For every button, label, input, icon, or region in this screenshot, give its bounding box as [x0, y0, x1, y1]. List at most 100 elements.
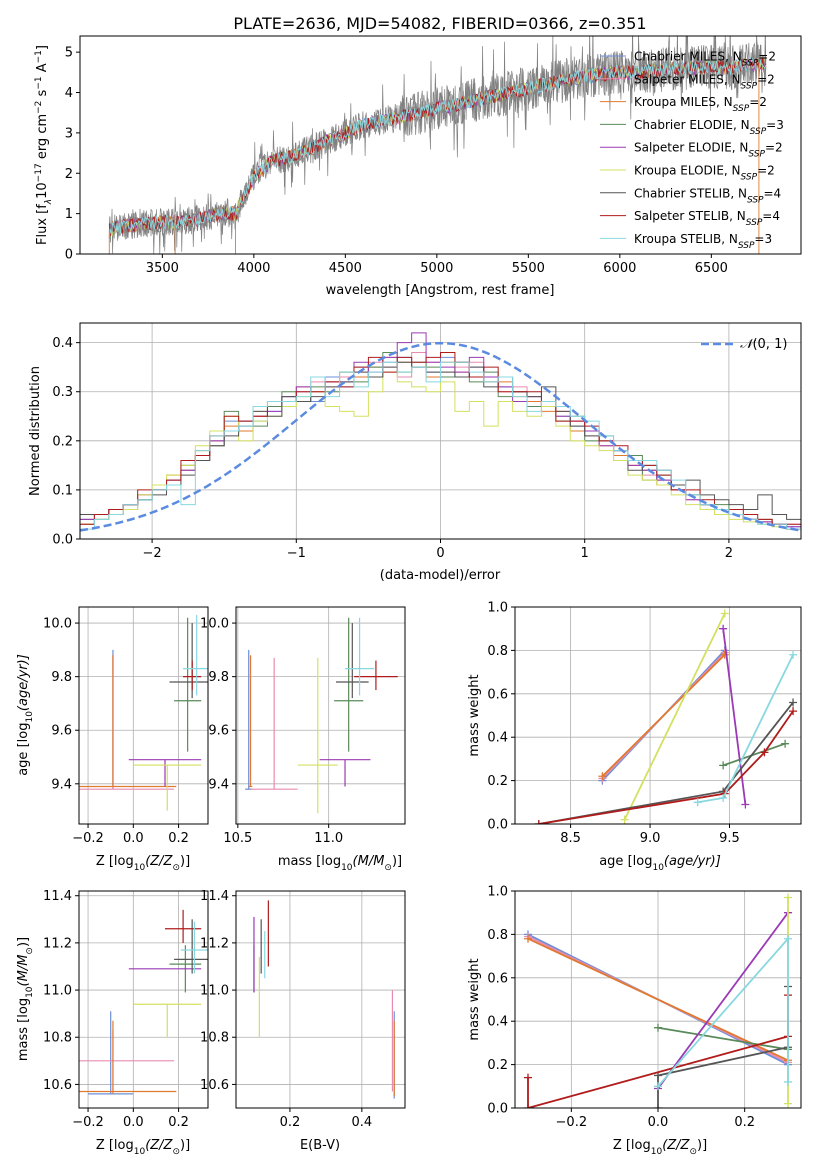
- y-tick-label: 0.8: [487, 928, 508, 943]
- x-axis-label-part: )]: [180, 1138, 190, 1153]
- y-tick-label: 10.6: [43, 1078, 72, 1093]
- x-axis-label-part: mass [log: [278, 854, 341, 869]
- plot-area: [524, 893, 792, 1108]
- weight-marker-kroupa_stelib: [789, 650, 798, 659]
- legend-label-salpeter_elodie-part: Salpeter ELODIE, N: [634, 141, 748, 155]
- axes-frame: [235, 606, 406, 825]
- x-axis-label: E(B-V): [300, 1138, 340, 1153]
- plot-area: [534, 609, 798, 824]
- x-tick-label: 6000: [603, 261, 636, 276]
- x-tick-label: 1: [581, 546, 589, 561]
- x-tick-label: 0: [436, 546, 444, 561]
- y-tick-label: 3: [65, 126, 73, 141]
- weight-marker-chabrier_elodie: [654, 1023, 662, 1032]
- y-tick-label: 0.4: [52, 336, 73, 351]
- x-axis-label-part: )]: [392, 854, 402, 869]
- y-axis-label-part: )]: [16, 937, 31, 947]
- y-tick-label: 0.0: [487, 818, 508, 833]
- spectrum-salpeter_stelib: [108, 57, 767, 236]
- legend-label-kroupa_elodie-part: SSP: [741, 173, 758, 183]
- x-axis-label-part: Z [log: [96, 1138, 134, 1153]
- legend-label-salpeter_miles: Salpeter MILES, NSSP=2: [634, 72, 775, 91]
- normal-curve: [80, 341, 801, 532]
- x-tick-label: 5000: [420, 261, 453, 276]
- y-tick-label: 9.4: [51, 777, 72, 792]
- x-tick-label: 0.2: [168, 831, 189, 846]
- weight-line-salpeter_stelib: [538, 710, 794, 824]
- panel-age_vs_mass: 10.5 11.0 9.4 9.6 9.8 10.0 mass [log10(M/M⊙)]: [200, 606, 406, 873]
- x-tick-label: 9.0: [640, 831, 661, 846]
- y-axis-label-part: (M/M: [16, 955, 31, 987]
- axes-frame: [78, 606, 209, 825]
- legend-label-normal-part: (0, 1): [752, 337, 787, 352]
- plot-area: [79, 615, 208, 811]
- errorbar-salpeter_miles: [250, 657, 298, 790]
- y-axis-label-part: (age/yr)]: [16, 654, 31, 711]
- legend-label-chabrier_miles-part: Chabrier MILES, N: [634, 50, 742, 64]
- legend-label-salpeter_miles-part: Salpeter MILES, N: [634, 72, 741, 86]
- errorbar-salpeter_stelib: [183, 660, 202, 691]
- x-axis-label-part: 10: [652, 863, 664, 873]
- y-axis-label-part: 10: [25, 986, 35, 998]
- errorbar-chabrier_elodie: [334, 617, 364, 752]
- plot-area: [108, 36, 767, 254]
- y-tick-label: 1.0: [487, 601, 508, 616]
- y-axis-label-part: ]: [35, 45, 50, 50]
- errorbar-kroupa_miles: [79, 655, 177, 788]
- y-tick-label: 9.8: [51, 670, 72, 685]
- x-axis-label-part: (age/yr)]: [664, 854, 721, 869]
- axes-frame: [514, 606, 802, 825]
- weight-marker-kroupa_miles: [598, 772, 607, 781]
- y-axis-label: Flux [fλ10−17 erg cm−2 s−1 A−1]: [34, 45, 54, 245]
- y-tick-label: 5: [65, 46, 73, 61]
- errorbar-kroupa_elodie: [133, 1003, 202, 1038]
- y-tick-label: 11.2: [200, 936, 229, 951]
- weight-marker-kroupa_miles: [524, 934, 532, 943]
- y-tick-label: 0.0: [487, 1102, 508, 1117]
- axes-frame: [79, 35, 802, 255]
- legend-label-chabrier_elodie-part: =3: [766, 118, 784, 132]
- x-tick-label: 0.0: [648, 1115, 669, 1130]
- y-tick-label: 11.4: [200, 889, 229, 904]
- legend-label-salpeter_elodie: Salpeter ELODIE, NSSP=2: [634, 141, 783, 160]
- panels: 3500 4000 4500 5000 5500 6000 6500 0 1 2 3 4 5 wavele…: [16, 35, 802, 1157]
- weight-line-chabrier_elodie: [722, 742, 786, 767]
- x-tick-label: 3500: [146, 261, 179, 276]
- legend-label-kroupa_miles-part: =2: [749, 95, 767, 109]
- legend-label-kroupa_stelib: Kroupa STELIB, NSSP=3: [634, 232, 772, 251]
- weight-marker-kroupa_stelib: [719, 793, 728, 802]
- errorbar-kroupa_stelib: [345, 617, 375, 696]
- y-tick-label: 11.2: [43, 936, 72, 951]
- x-axis-label: Z [log10(Z/Z⊙)]: [96, 1138, 190, 1157]
- x-tick-label: −1: [287, 546, 306, 561]
- y-tick-label: 9.8: [208, 670, 229, 685]
- y-tick-label: 0.4: [487, 1015, 508, 1030]
- legend-label-chabrier_stelib-part: =4: [764, 186, 782, 200]
- legend-label-kroupa_elodie-part: =2: [757, 164, 775, 178]
- x-tick-label: 4500: [329, 261, 362, 276]
- legend-label-salpeter_stelib: Salpeter STELIB, NSSP=4: [634, 209, 780, 228]
- y-axis-label-part: age [log: [16, 723, 31, 776]
- x-axis-label-part: Z [log: [613, 1138, 651, 1153]
- plot-area: [253, 900, 395, 1099]
- x-tick-label: 2: [725, 546, 733, 561]
- weight-marker-kroupa_stelib: [693, 798, 702, 807]
- x-axis-label-part: )]: [180, 854, 190, 869]
- x-tick-label: 0.4: [352, 1115, 373, 1130]
- x-axis-label: mass [log10(M/M⊙)]: [278, 854, 402, 873]
- y-tick-label: 1.0: [487, 885, 508, 900]
- weight-marker-salpeter_elodie: [741, 800, 750, 809]
- x-axis-label: (data-model)/error: [380, 568, 501, 583]
- spectrum-kroupa_stelib: [108, 57, 767, 237]
- legend-label-kroupa_stelib-part: Kroupa STELIB, N: [634, 232, 738, 246]
- panel-spectrum: 3500 4000 4500 5000 5500 6000 6500 0 1 2 3 4 5 wavele…: [34, 35, 802, 298]
- weight-marker-salpeter_stelib: [789, 707, 798, 716]
- y-axis-label-part: 10: [35, 182, 50, 199]
- legend-label-salpeter_stelib-part: SSP: [746, 218, 763, 228]
- x-axis-label: age [log10(age/yr)]: [599, 854, 721, 873]
- x-axis-label-part: ⊙: [172, 1147, 180, 1157]
- weight-marker-salpeter_stelib: [760, 748, 769, 757]
- x-tick-label: 0.0: [123, 1115, 144, 1130]
- axes-frame: [235, 890, 406, 1109]
